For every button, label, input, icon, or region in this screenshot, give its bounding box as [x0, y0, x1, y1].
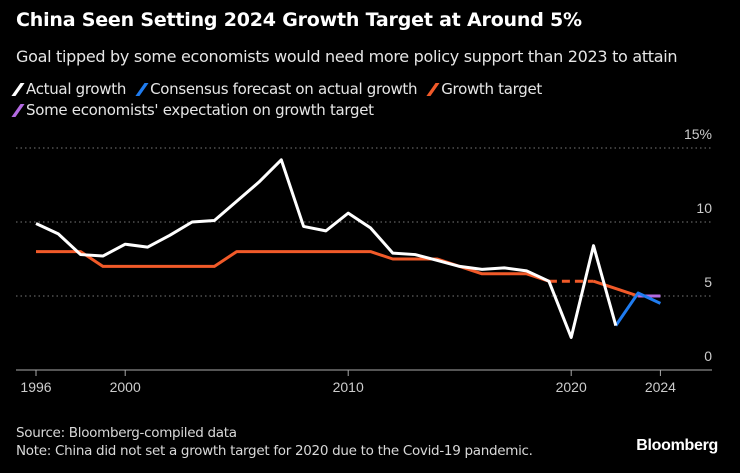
legend-label: Some economists' expectation on growth t…: [26, 101, 374, 119]
x-tick-label: 2000: [110, 379, 141, 395]
legend-row-2: Some economists' expectation on growth t…: [11, 101, 374, 119]
series-line: [36, 250, 550, 283]
bloomberg-logo: Bloomberg: [636, 437, 718, 454]
legend-target: Growth target: [426, 80, 542, 98]
legend-actual: Actual growth: [11, 80, 127, 98]
series-line: [593, 279, 639, 298]
chart-subtitle: Goal tipped by some economists would nee…: [16, 47, 678, 66]
chart-title: China Seen Setting 2024 Growth Target at…: [16, 9, 582, 31]
x-tick-label: 2010: [333, 379, 364, 395]
footnote: Note: China did not set a growth target …: [16, 443, 533, 459]
legend-label: Consensus forecast on actual growth: [150, 80, 418, 98]
y-tick-label: 5: [704, 274, 712, 290]
series-line: [614, 291, 662, 327]
legend-row-1: Actual growth Consensus forecast on actu…: [11, 80, 542, 98]
legend-label: Growth target: [441, 80, 542, 98]
legend-consensus: Consensus forecast on actual growth: [135, 80, 418, 98]
series-line: [35, 158, 618, 339]
x-tick-label: 2024: [645, 379, 676, 395]
x-tick-label: 2020: [556, 379, 587, 395]
source-note: Source: Bloomberg-compiled data: [16, 425, 237, 441]
legend-expectation: Some economists' expectation on growth t…: [11, 101, 374, 119]
y-tick-label: 10: [696, 200, 712, 216]
legend-label: Actual growth: [26, 80, 127, 98]
x-tick-label: 1996: [20, 379, 51, 395]
y-tick-label: 0: [704, 348, 712, 364]
y-tick-label: 15%: [684, 126, 712, 142]
